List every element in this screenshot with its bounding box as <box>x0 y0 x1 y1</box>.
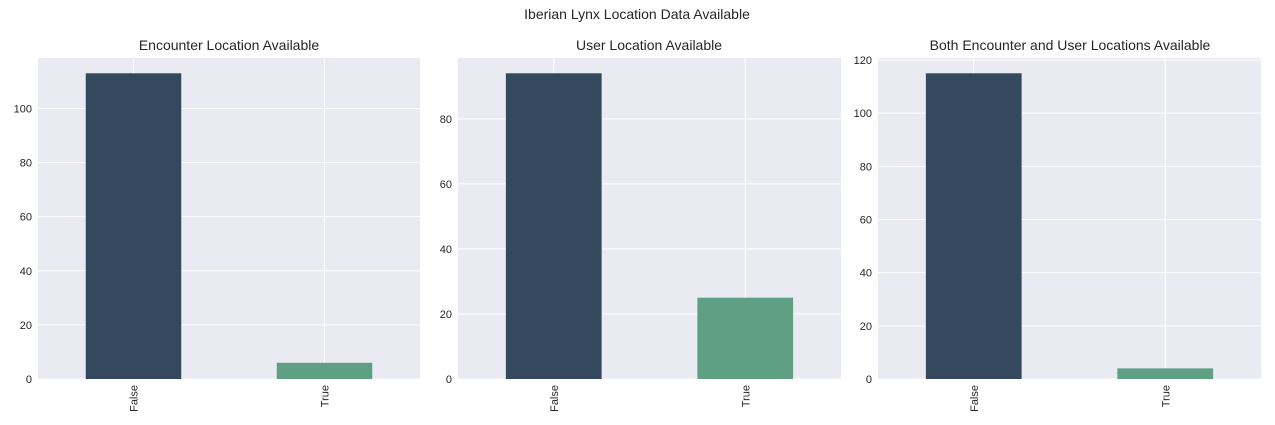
y-tick-label: 100 <box>854 108 872 120</box>
y-tick-label: 60 <box>440 179 452 191</box>
subplot-title: Encounter Location Available <box>139 37 320 53</box>
y-tick-label: 20 <box>20 320 32 332</box>
x-tick-label: False <box>969 385 981 412</box>
x-tick-labels: False True <box>549 385 753 412</box>
bar-false <box>925 73 1022 380</box>
y-tick-labels: 0 20 40 60 80 100 <box>14 103 32 386</box>
x-tick-label: True <box>740 385 752 407</box>
subplot-encounter-location: 0 20 40 60 80 100 False True Encounter Locatio… <box>14 37 420 412</box>
y-tick-labels: 0 20 40 60 80 <box>440 114 452 386</box>
bar-false <box>85 73 182 380</box>
y-tick-label: 60 <box>860 214 872 226</box>
y-tick-label: 80 <box>20 158 32 170</box>
bar-true <box>1117 368 1214 379</box>
y-tick-label: 0 <box>446 374 452 386</box>
x-tick-label: False <box>129 385 141 412</box>
bar-true <box>697 297 794 379</box>
y-tick-label: 20 <box>860 321 872 333</box>
subplot-title: User Location Available <box>576 37 722 53</box>
subplot-both-locations: 0 20 40 60 80 100 120 False True Both Encounter… <box>854 37 1261 412</box>
y-tick-label: 80 <box>860 161 872 173</box>
y-tick-label: 100 <box>14 103 32 115</box>
y-tick-labels: 0 20 40 60 80 100 120 <box>854 55 872 386</box>
y-tick-label: 60 <box>20 212 32 224</box>
bar-true <box>276 362 373 379</box>
y-tick-label: 20 <box>440 309 452 321</box>
y-tick-label: 0 <box>866 374 872 386</box>
figure-title: Iberian Lynx Location Data Available <box>524 6 750 22</box>
bars <box>505 73 794 380</box>
x-tick-labels: False True <box>129 385 332 412</box>
y-tick-label: 0 <box>26 374 32 386</box>
x-tick-label: True <box>320 385 332 407</box>
y-tick-label: 40 <box>20 266 32 278</box>
bars <box>85 73 373 380</box>
x-tick-labels: False True <box>969 385 1173 412</box>
subplot-title: Both Encounter and User Locations Availa… <box>930 37 1211 53</box>
subplot-user-location: 0 20 40 60 80 False True User Location Availa… <box>440 37 841 412</box>
x-tick-label: True <box>1160 385 1172 407</box>
bar-false <box>505 73 602 380</box>
y-tick-label: 40 <box>860 268 872 280</box>
bars <box>925 73 1214 380</box>
y-tick-label: 40 <box>440 244 452 256</box>
y-tick-label: 80 <box>440 114 452 126</box>
x-tick-label: False <box>549 385 561 412</box>
y-tick-label: 120 <box>854 55 872 67</box>
